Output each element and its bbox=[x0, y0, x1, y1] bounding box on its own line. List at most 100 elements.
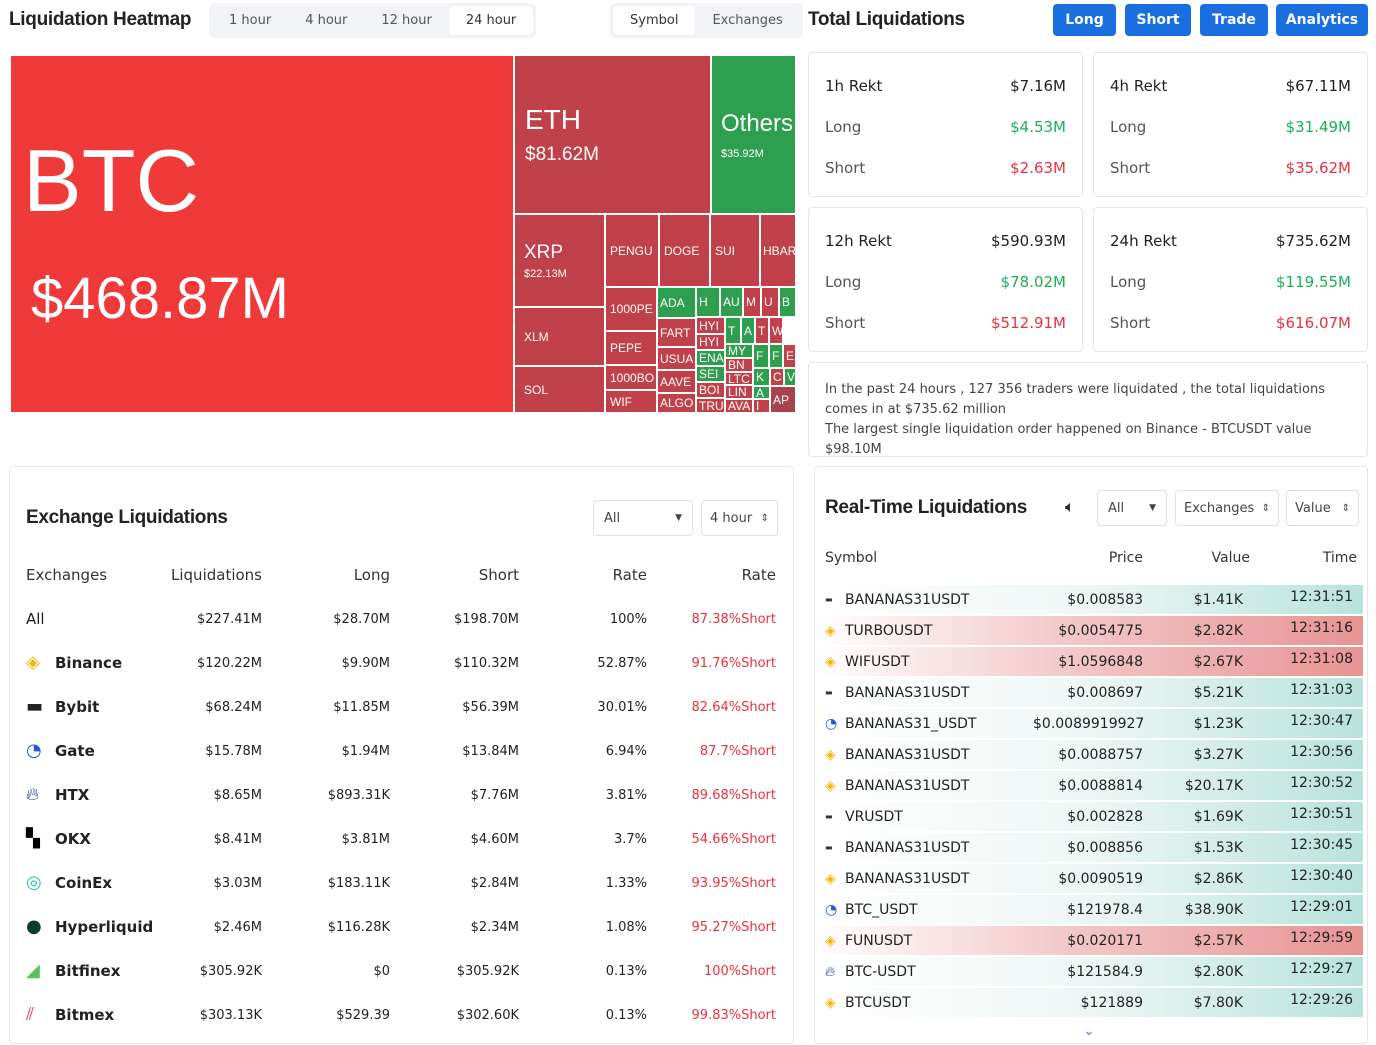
liquidation-row[interactable]: ▬ BANANAS31USDT $0.008583 $1.41K 12:31:5… bbox=[815, 585, 1363, 615]
heatmap-cell[interactable]: USUA bbox=[657, 347, 696, 370]
heatmap-cell[interactable]: AVA bbox=[725, 399, 753, 413]
heatmap-cell[interactable]: AP bbox=[770, 386, 796, 413]
heatmap-cell[interactable]: XLM bbox=[514, 307, 605, 366]
exchange-row[interactable]: ◈ Binance $120.22M $9.90M $110.32M 52.87% 91.7… bbox=[10, 653, 793, 673]
heatmap-cell[interactable]: C bbox=[770, 368, 784, 386]
heatmap-cell[interactable]: AAVE bbox=[657, 370, 696, 393]
liquidation-row[interactable]: ▬ BANANAS31USDT $0.008856 $1.53K 12:30:4… bbox=[815, 833, 1363, 863]
heatmap-cell[interactable]: DOGE bbox=[659, 214, 710, 287]
exchange-side: 54.66%Short bbox=[691, 831, 776, 847]
exchange-row[interactable]: ◢ Bitfinex $305.92K $0 $305.92K 0.13% 100%Shor… bbox=[10, 961, 793, 981]
liquidation-row[interactable]: ▬ BANANAS31USDT $0.008697 $5.21K 12:31:0… bbox=[815, 678, 1363, 708]
heatmap-cell[interactable]: I bbox=[753, 399, 770, 413]
heatmap-cell[interactable]: HBAR bbox=[760, 214, 796, 287]
symbol: BANANAS31USDT bbox=[845, 870, 970, 887]
heatmap-cell[interactable]: E bbox=[783, 344, 796, 368]
exchange-row[interactable]: 🔥︎ HTX $8.65M $893.31K $7.76M 3.81% 89.68%Shor… bbox=[10, 785, 793, 805]
trade-button[interactable]: Trade bbox=[1200, 4, 1268, 36]
time: 12:31:08 bbox=[1290, 651, 1353, 667]
heatmap-cell[interactable]: LIN bbox=[725, 385, 753, 399]
bitfinex-icon: ◢ bbox=[26, 960, 40, 981]
heatmap-cell-eth[interactable]: ETH $81.62M bbox=[514, 55, 711, 214]
exchange-liq: $68.24M bbox=[205, 699, 262, 715]
analytics-button[interactable]: Analytics bbox=[1276, 4, 1368, 36]
exchange-row[interactable]: ⫽ Bitmex $303.13K $529.39 $302.60K 0.13% 99.83… bbox=[10, 1005, 793, 1025]
liquidation-row[interactable]: ◈ BANANAS31USDT $0.0088814 $20.17K 12:30… bbox=[815, 771, 1363, 801]
tab-4-hour[interactable]: 4 hour bbox=[305, 13, 348, 28]
heatmap-cell[interactable]: PEPE bbox=[605, 331, 657, 365]
exchange-row[interactable]: ◔ Gate $15.78M $1.94M $13.84M 6.94% 87.7%Short bbox=[10, 741, 793, 761]
liquidation-row[interactable]: 🔥︎ BTC-USDT $121584.9 $2.80K 12:29:27 bbox=[815, 957, 1363, 987]
heatmap-cell[interactable]: HYI bbox=[696, 334, 725, 350]
short-button[interactable]: Short bbox=[1125, 4, 1191, 36]
heatmap-cell[interactable]: K bbox=[753, 368, 770, 386]
tab-exchanges[interactable]: Exchanges bbox=[712, 13, 783, 28]
column-header: Rate bbox=[741, 566, 776, 584]
heatmap-cell[interactable]: WIF bbox=[605, 390, 657, 413]
heatmap-cell[interactable]: PENGU bbox=[605, 214, 659, 287]
exchange-row[interactable]: ◎ CoinEx $3.03M $183.11K $2.84M 1.33% 93.95%Sh… bbox=[10, 873, 793, 893]
heatmap-cell[interactable]: 1000BO bbox=[605, 365, 657, 390]
tab-12-hour[interactable]: 12 hour bbox=[381, 13, 432, 28]
heatmap-cell[interactable]: T bbox=[755, 317, 769, 344]
exchange-row[interactable]: ▚ OKX $8.41M $3.81M $4.60M 3.7% 54.66%Short bbox=[10, 829, 793, 849]
heatmap-cell[interactable]: AU bbox=[720, 287, 743, 317]
liquidation-row[interactable]: ◈ BANANAS31USDT $0.0088757 $3.27K 12:30:… bbox=[815, 740, 1363, 770]
heatmap-cell[interactable]: B bbox=[779, 287, 796, 317]
heatmap-cell[interactable]: A bbox=[741, 317, 755, 344]
heatmap-cell[interactable]: BN bbox=[725, 358, 753, 372]
sort-icon: ⇕ bbox=[1341, 502, 1350, 514]
liquidation-row[interactable]: ◔ BANANAS31_USDT $0.0089919927( $1.23K 1… bbox=[815, 709, 1363, 739]
heatmap-cell[interactable]: F bbox=[769, 344, 783, 368]
liquidation-row[interactable]: ◔ BTC_USDT $121978.4 $38.90K 12:29:01 bbox=[815, 895, 1363, 925]
value: $1.53K bbox=[1193, 839, 1243, 856]
heatmap-cell[interactable]: TRU bbox=[696, 398, 725, 413]
heatmap-cell[interactable]: SEI bbox=[696, 366, 725, 382]
heatmap-cell-others[interactable]: Others $35.92M bbox=[711, 55, 796, 214]
tab-symbol[interactable]: Symbol bbox=[613, 6, 696, 35]
exchange-row[interactable]: ● Hyperliquid $2.46M $116.28K $2.34M 1.08% 95.… bbox=[10, 917, 793, 937]
exchange-row[interactable]: ▬ Bybit $68.24M $11.85M $56.39M 30.01% 82.64%S… bbox=[10, 697, 793, 717]
heatmap-cell[interactable]: T bbox=[725, 317, 741, 344]
heatmap-cell[interactable]: ALGO bbox=[657, 393, 696, 413]
liquidation-row[interactable]: ◈ BTCUSDT $121889 $7.80K 12:29:26 bbox=[815, 988, 1363, 1018]
liquidation-row[interactable]: ◈ FUNUSDT $0.020171 $2.57K 12:29:59 bbox=[815, 926, 1363, 956]
liquidation-row[interactable]: ◈ WIFUSDT $1.0596848 $2.67K 12:31:08 bbox=[815, 647, 1363, 677]
heatmap-cell[interactable]: U bbox=[761, 287, 779, 317]
heatmap-cell[interactable]: 1000PE bbox=[605, 287, 657, 331]
heatmap-cell[interactable]: ADA bbox=[657, 287, 696, 318]
binance-icon: ◈ bbox=[825, 994, 836, 1011]
exchange-side: 93.95%Short bbox=[691, 875, 776, 891]
heatmap-cell-btc[interactable]: BTC $468.87M bbox=[10, 55, 514, 413]
exchanges-select[interactable]: Exchanges ⇕ bbox=[1175, 490, 1279, 526]
heatmap-cell[interactable]: A bbox=[753, 386, 770, 399]
heatmap-cell[interactable]: SOL bbox=[514, 366, 605, 413]
tab-24-hour[interactable]: 24 hour bbox=[448, 6, 534, 35]
long-button[interactable]: Long bbox=[1053, 4, 1116, 36]
liquidation-row[interactable]: ◈ BANANAS31USDT $0.0090519 $2.86K 12:30:… bbox=[815, 864, 1363, 894]
tab-1-hour[interactable]: 1 hour bbox=[229, 13, 272, 28]
value-select[interactable]: Value ⇕ bbox=[1286, 490, 1359, 526]
exchange-row[interactable]: All $227.41M $28.70M $198.70M 100% 87.38%Shor… bbox=[10, 609, 793, 629]
heatmap-cell-xrp[interactable]: XRP $22.13M bbox=[514, 214, 605, 307]
heatmap-cell[interactable]: ENA bbox=[696, 350, 725, 366]
heatmap-cell[interactable]: HYI bbox=[696, 317, 725, 334]
heatmap-cell[interactable]: M bbox=[743, 287, 761, 317]
heatmap-cell[interactable]: LTC bbox=[725, 372, 753, 385]
exchange-liq: $2.46M bbox=[213, 919, 262, 935]
liquidation-row[interactable]: ▬ VRUSDT $0.002828 $1.69K 12:30:51 bbox=[815, 802, 1363, 832]
exchange-filter-select[interactable]: All ▼ bbox=[593, 500, 693, 536]
heatmap-cell[interactable]: H bbox=[696, 287, 720, 317]
heatmap-cell[interactable]: F bbox=[753, 344, 769, 368]
heatmap-cell[interactable]: FART bbox=[657, 318, 696, 347]
liquidation-row[interactable]: ◈ TURBOUSDT $0.0054775 $2.82K 12:31:16 bbox=[815, 616, 1363, 646]
heatmap-cell[interactable]: BOI bbox=[696, 382, 725, 398]
heatmap-cell[interactable]: V bbox=[784, 368, 796, 386]
realtime-filter-select[interactable]: All ▼ bbox=[1097, 490, 1167, 526]
sound-muted-icon[interactable]: 🔈︎ bbox=[1065, 497, 1075, 516]
exchange-period-select[interactable]: 4 hour ⇕ bbox=[701, 500, 778, 536]
heatmap-cell[interactable]: W bbox=[769, 317, 783, 344]
heatmap-cell[interactable]: SUI bbox=[710, 214, 760, 287]
scroll-down-chevron-icon[interactable]: ⌄ bbox=[1083, 1023, 1095, 1039]
heatmap-cell[interactable]: MY bbox=[725, 344, 753, 358]
